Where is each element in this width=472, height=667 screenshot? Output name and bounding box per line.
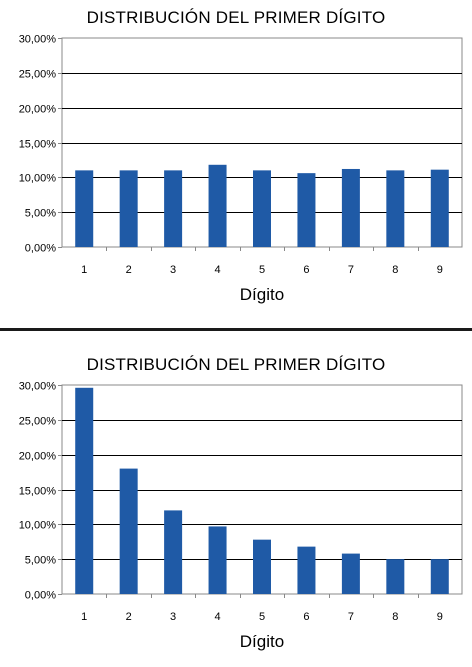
y-tick-label: 10,00% [19,173,57,185]
bar [386,170,405,247]
y-tick-label: 15,00% [19,139,57,151]
x-tick-label: 8 [392,611,398,623]
y-tick-label: 5,00% [25,208,56,220]
y-tick-label: 0,00% [25,243,56,255]
bar [430,169,449,247]
bar [75,387,94,594]
x-tick-label: 6 [303,611,309,623]
bar [386,559,405,594]
chart-title: DISTRIBUCIÓN DEL PRIMER DÍGITO [86,8,386,27]
x-tick-label: 5 [259,264,265,276]
x-tick-label: 4 [214,611,220,623]
bar [430,559,449,594]
chart-top: 0,00% 5,00% 10,00% 15,00% 20,00% 25,00% 30,00%… [0,0,472,320]
divider [0,328,472,331]
chart-plot: 0,00% 5,00% 10,00% 15,00% 20,00% 25,00% 30,00%… [19,381,463,651]
x-tick-label: 7 [348,264,354,276]
x-tick-label: 3 [170,264,176,276]
y-tick-label: 20,00% [19,451,57,463]
x-tick-label: 2 [126,611,132,623]
bar [75,170,94,247]
bar [208,526,227,594]
x-tick-label: 9 [437,264,443,276]
y-tick-label: 30,00% [19,34,57,46]
y-tick-label: 10,00% [19,520,57,532]
chart-plot: 0,00% 5,00% 10,00% 15,00% 20,00% 25,00% 30,00%… [19,34,463,304]
bar [297,173,316,247]
x-tick-label: 1 [81,264,87,276]
y-tick-label: 5,00% [25,555,56,567]
x-tick-label: 7 [348,611,354,623]
chart-bottom: 0,00% 5,00% 10,00% 15,00% 20,00% 25,00% 30,00%… [0,347,472,667]
x-axis-label: Dígito [240,632,284,651]
x-tick-label: 2 [126,264,132,276]
x-axis-label: Dígito [240,285,284,304]
x-tick-label: 6 [303,264,309,276]
x-tick-label: 3 [170,611,176,623]
chart-title: DISTRIBUCIÓN DEL PRIMER DÍGITO [86,355,386,374]
bar [164,510,183,594]
bar [341,168,360,247]
bar [119,170,138,247]
y-tick-label: 25,00% [19,69,57,81]
bar [253,539,271,594]
x-tick-label: 9 [437,611,443,623]
bar [208,164,227,247]
x-tick-label: 5 [259,611,265,623]
y-tick-label: 20,00% [19,104,57,116]
y-tick-label: 15,00% [19,486,57,498]
y-tick-label: 25,00% [19,416,57,428]
bar [119,468,138,594]
bar [341,553,360,594]
y-tick-label: 0,00% [25,590,56,602]
bar [253,170,271,247]
x-tick-label: 4 [214,264,220,276]
bar [297,546,316,594]
y-tick-label: 30,00% [19,381,57,393]
x-tick-label: 1 [81,611,87,623]
x-tick-label: 8 [392,264,398,276]
bar [164,170,183,247]
